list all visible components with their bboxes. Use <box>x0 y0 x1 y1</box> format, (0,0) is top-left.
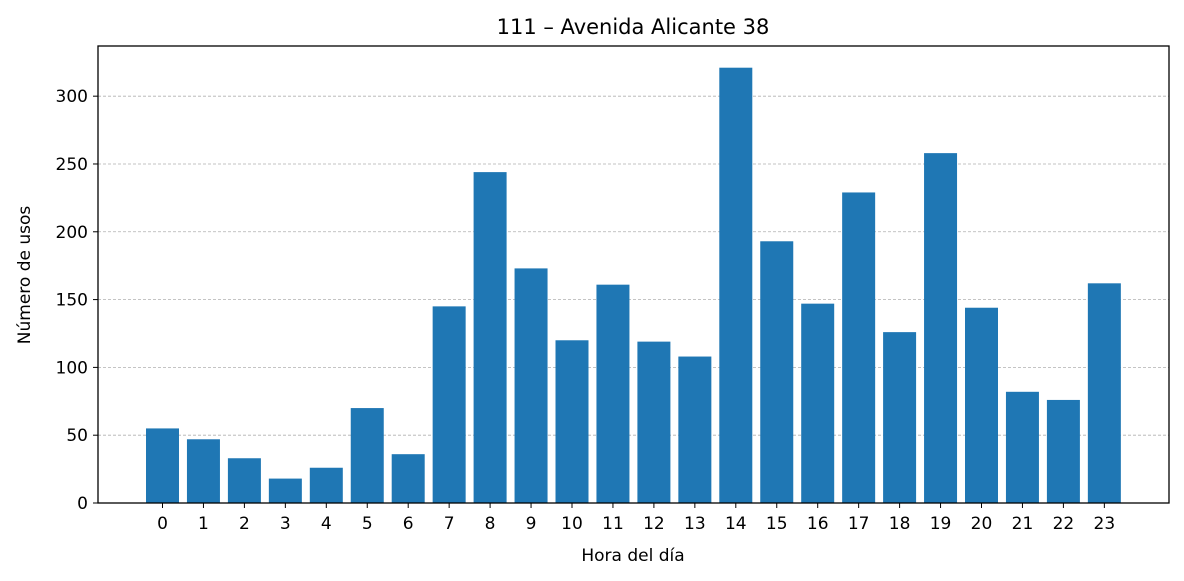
bar-hour-2 <box>227 458 261 503</box>
bar-hour-15 <box>760 241 794 503</box>
bar-hour-16 <box>801 303 835 503</box>
bar-hour-11 <box>596 284 630 503</box>
x-tick-label: 3 <box>280 514 291 534</box>
x-tick-label: 11 <box>602 514 624 534</box>
bar-hour-20 <box>965 307 998 503</box>
bar-hour-10 <box>555 340 589 503</box>
y-tick-label: 100 <box>56 358 88 378</box>
x-tick-label: 21 <box>1012 514 1034 534</box>
bar-hour-18 <box>883 332 917 503</box>
x-tick-label: 20 <box>971 514 993 534</box>
gridlines <box>98 95 1169 436</box>
x-axis-label: Hora del día <box>581 546 684 566</box>
y-tick-label: 300 <box>56 87 88 107</box>
y-tick-label: 0 <box>77 494 88 514</box>
chart-title: 111 – Avenida Alicante 38 <box>497 15 770 39</box>
x-tick-label: 5 <box>362 514 373 534</box>
bar-hour-13 <box>678 356 712 503</box>
bar-hour-21 <box>1005 391 1039 503</box>
x-tick-label: 10 <box>561 514 583 534</box>
y-tick-label: 50 <box>66 426 88 446</box>
bar-hour-19 <box>924 153 958 504</box>
x-tick-label: 17 <box>848 514 870 534</box>
bar-hour-12 <box>637 341 671 503</box>
y-axis-label: Número de usos <box>15 206 35 345</box>
x-tick-label: 8 <box>485 514 496 534</box>
x-tick-label: 13 <box>684 514 706 534</box>
bar-hour-8 <box>473 172 507 503</box>
x-tick-label: 1 <box>198 514 209 534</box>
x-tick-label: 0 <box>157 514 168 534</box>
x-tick-label: 23 <box>1094 514 1116 534</box>
bar-hour-17 <box>842 192 876 503</box>
x-tick-label: 6 <box>403 514 414 534</box>
bar-hour-3 <box>268 478 302 503</box>
x-tick-label: 14 <box>725 514 747 534</box>
bar-hour-0 <box>146 428 179 503</box>
bar-hour-9 <box>514 268 548 503</box>
x-tick-label: 19 <box>930 514 952 534</box>
x-tick-label: 15 <box>766 514 788 534</box>
x-tick-label: 16 <box>807 514 829 534</box>
bar-hour-6 <box>391 454 425 503</box>
bar-hour-22 <box>1046 399 1080 503</box>
y-tick-label: 250 <box>56 155 88 175</box>
x-tick-label: 7 <box>444 514 455 534</box>
x-tick-label: 12 <box>643 514 665 534</box>
bars <box>146 67 1121 504</box>
x-tick-label: 4 <box>321 514 332 534</box>
y-tick-label: 200 <box>56 223 88 243</box>
bar-hour-7 <box>432 306 466 503</box>
x-axis-ticks: 0 1 2 3 4 5 6 7 8 9 10 11 12 13 14 15 16 17 18 19 20 21 22 23 <box>157 503 1115 534</box>
bar-hour-4 <box>309 467 343 503</box>
x-tick-label: 22 <box>1053 514 1075 534</box>
x-tick-label: 2 <box>239 514 250 534</box>
bar-hour-1 <box>186 439 220 503</box>
bar-hour-5 <box>350 408 384 503</box>
x-tick-label: 9 <box>526 514 537 534</box>
x-tick-label: 18 <box>889 514 911 534</box>
plot-frame <box>97 45 1170 504</box>
y-tick-label: 150 <box>56 291 88 311</box>
bar-hour-23 <box>1087 283 1121 503</box>
y-axis-ticks: 0 50 100 150 200 250 300 <box>56 87 98 514</box>
bar-hour-14 <box>719 67 753 503</box>
